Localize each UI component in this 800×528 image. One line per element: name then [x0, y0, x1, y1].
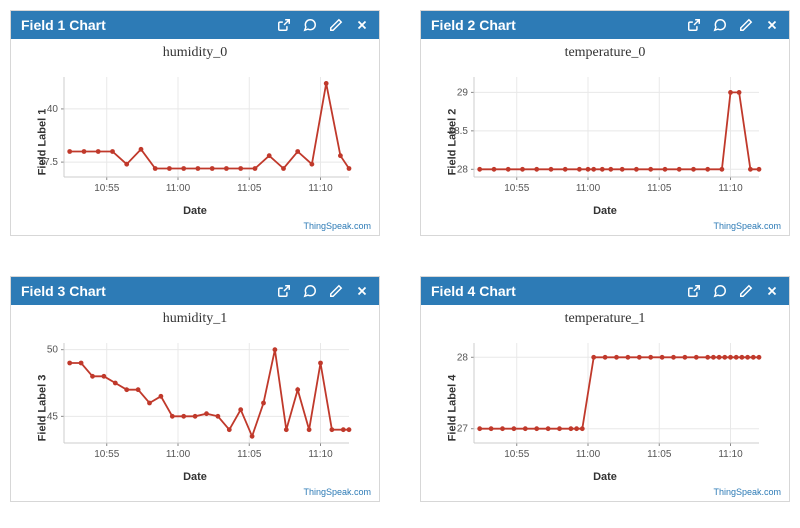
svg-text:10:55: 10:55 — [94, 183, 119, 194]
chart-title: humidity_1 — [11, 311, 379, 327]
chart-title: temperature_0 — [421, 45, 789, 61]
popout-icon[interactable] — [277, 18, 291, 32]
chart-title: humidity_0 — [11, 45, 379, 61]
line-chart: 45 50 10:55 11:00 11:05 11:10 — [19, 333, 359, 473]
svg-text:11:10: 11:10 — [308, 183, 333, 194]
close-icon[interactable] — [765, 18, 779, 32]
attribution-link[interactable]: ThingSpeak.com — [421, 487, 789, 501]
x-axis-label: Date — [19, 471, 371, 483]
line-chart: 27 28 10:55 11:00 11:05 11:10 — [429, 333, 769, 473]
chart-title: temperature_1 — [421, 311, 789, 327]
edit-icon[interactable] — [739, 18, 753, 32]
panel-header: Field 2 Chart — [421, 11, 789, 39]
x-axis-label: Date — [19, 205, 371, 217]
y-axis-label: Field Label 3 — [36, 375, 48, 442]
comment-icon[interactable] — [303, 18, 317, 32]
svg-text:11:05: 11:05 — [647, 183, 672, 194]
y-axis-label: Field Label 2 — [446, 109, 458, 176]
panel-title: Field 4 Chart — [431, 283, 687, 299]
popout-icon[interactable] — [277, 284, 291, 298]
svg-text:11:05: 11:05 — [647, 449, 672, 460]
svg-text:11:00: 11:00 — [166, 449, 191, 460]
svg-text:10:55: 10:55 — [504, 449, 529, 460]
svg-text:11:05: 11:05 — [237, 183, 262, 194]
line-chart: 2828.529 10:5511:0011:0511:10 — [429, 67, 769, 207]
chart-panel: Field 1 Chart humidity_0 Field Label 1 3… — [10, 10, 380, 236]
svg-text:50: 50 — [47, 345, 59, 356]
attribution-link[interactable]: ThingSpeak.com — [11, 221, 379, 235]
svg-text:11:10: 11:10 — [308, 449, 333, 460]
attribution-link[interactable]: ThingSpeak.com — [421, 221, 789, 235]
svg-text:10:55: 10:55 — [94, 449, 119, 460]
svg-text:11:00: 11:00 — [576, 183, 601, 194]
x-axis-label: Date — [429, 205, 781, 217]
close-icon[interactable] — [765, 284, 779, 298]
chart-panel: Field 2 Chart temperature_0 Field Label … — [420, 10, 790, 236]
dashboard-grid: Field 1 Chart humidity_0 Field Label 1 3… — [10, 10, 790, 502]
svg-text:11:05: 11:05 — [237, 449, 262, 460]
popout-icon[interactable] — [687, 18, 701, 32]
panel-title: Field 1 Chart — [21, 17, 277, 33]
edit-icon[interactable] — [329, 284, 343, 298]
edit-icon[interactable] — [329, 18, 343, 32]
y-axis-label: Field Label 1 — [36, 109, 48, 176]
close-icon[interactable] — [355, 284, 369, 298]
line-chart: 37.540 10:5511:0011:0511:10 — [19, 67, 359, 207]
close-icon[interactable] — [355, 18, 369, 32]
svg-text:28: 28 — [457, 352, 469, 363]
svg-text:45: 45 — [47, 411, 59, 422]
chart-panel: Field 3 Chart humidity_1 Field Label 3 4… — [10, 276, 380, 502]
svg-text:29: 29 — [457, 87, 469, 98]
svg-text:27: 27 — [457, 424, 469, 435]
comment-icon[interactable] — [713, 284, 727, 298]
panel-header: Field 3 Chart — [11, 277, 379, 305]
x-axis-label: Date — [429, 471, 781, 483]
panel-header: Field 4 Chart — [421, 277, 789, 305]
panel-header: Field 1 Chart — [11, 11, 379, 39]
popout-icon[interactable] — [687, 284, 701, 298]
svg-text:10:55: 10:55 — [504, 183, 529, 194]
svg-text:28: 28 — [457, 164, 469, 175]
panel-title: Field 3 Chart — [21, 283, 277, 299]
panel-title: Field 2 Chart — [431, 17, 687, 33]
y-axis-label: Field Label 4 — [446, 375, 458, 442]
svg-text:40: 40 — [47, 104, 59, 115]
svg-text:11:00: 11:00 — [576, 449, 601, 460]
attribution-link[interactable]: ThingSpeak.com — [11, 487, 379, 501]
comment-icon[interactable] — [713, 18, 727, 32]
comment-icon[interactable] — [303, 284, 317, 298]
svg-text:11:10: 11:10 — [718, 449, 743, 460]
svg-text:11:00: 11:00 — [166, 183, 191, 194]
edit-icon[interactable] — [739, 284, 753, 298]
chart-panel: Field 4 Chart temperature_1 Field Label … — [420, 276, 790, 502]
svg-text:11:10: 11:10 — [718, 183, 743, 194]
